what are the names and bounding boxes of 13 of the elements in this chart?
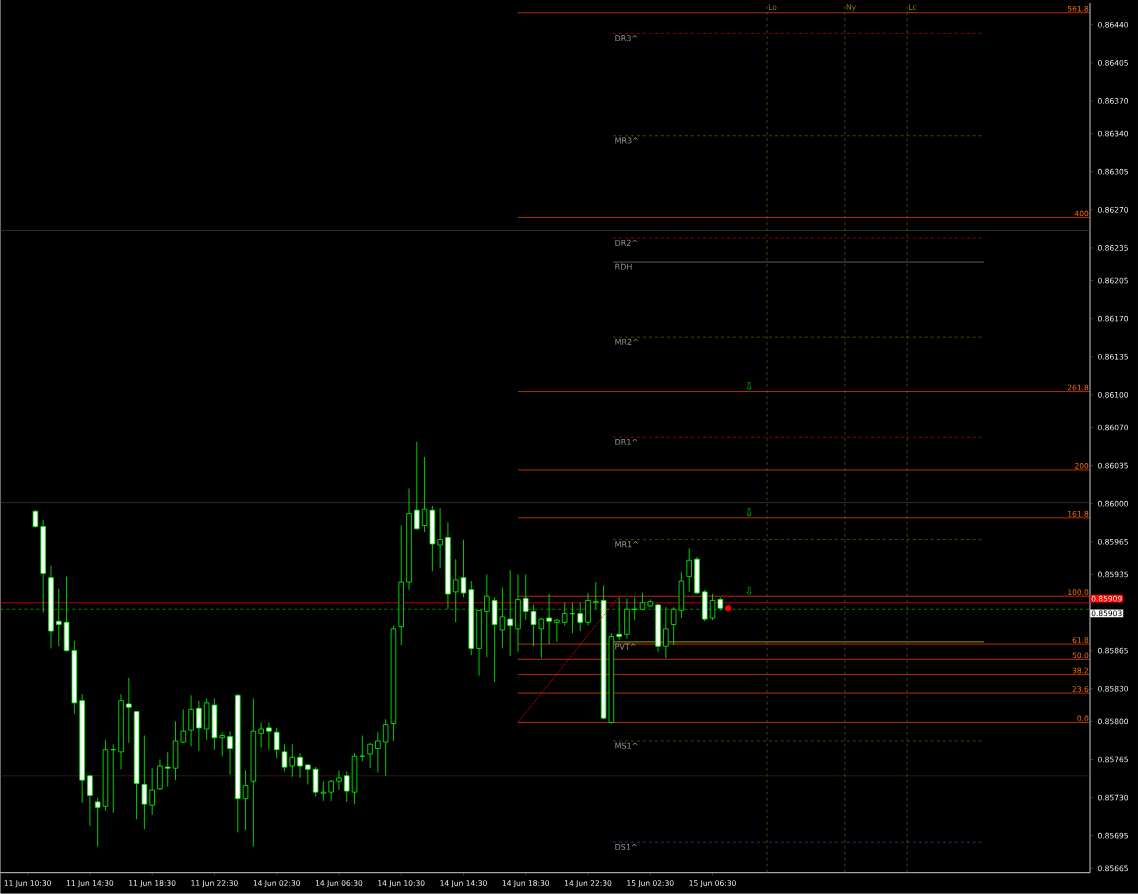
ref-line-label: PVT^ [615,643,636,650]
annotation: ⇩ [746,382,752,391]
ref-line-label: RDH [615,263,632,270]
ref-line-label: DR3^ [615,35,638,42]
ref-line-label: DR2^ [615,239,638,246]
ref-line-label: DR1^ [615,439,638,445]
ref-line-label: MR2^ [615,338,639,345]
ref-line-label: MR3^ [615,137,639,144]
ref-line-label: MS1^ [615,742,638,749]
annotation: ⇩ [746,508,752,517]
ref-line-label: DS1^ [615,844,637,851]
ref-line-label: MR1^ [615,541,639,548]
annotation: ⇩ [746,586,752,596]
